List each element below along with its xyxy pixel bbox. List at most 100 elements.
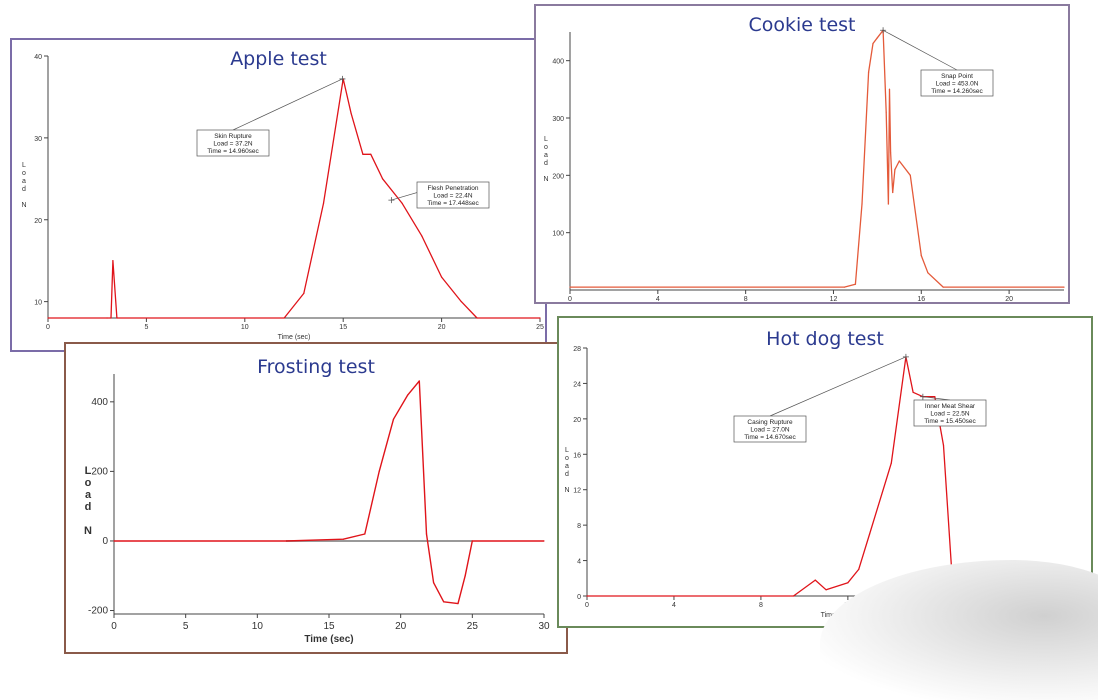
apple-data-point: [441, 276, 443, 278]
cookie-data-point: [569, 286, 571, 288]
hotdog-y-axis-label: Load N: [564, 447, 569, 494]
frosting-data-point: [364, 533, 366, 535]
hotdog-y-tick-label: 28: [573, 346, 581, 353]
frosting-y-label-char: L: [85, 465, 92, 477]
cookie-data-point: [1063, 286, 1065, 288]
frosting-data-point: [543, 540, 545, 542]
apple-data-point: [421, 235, 423, 237]
apple-data-point: [303, 292, 305, 295]
hotdog-y-label-char: L: [565, 447, 569, 454]
apple-y-label-char: o: [22, 170, 26, 177]
apple-test-title: Apple test: [230, 48, 327, 70]
frosting-y-tick-label: 400: [91, 397, 108, 408]
hotdog-annotation-leader: [922, 396, 951, 401]
cookie-data-point: [894, 169, 896, 171]
frosting-data-point: [418, 380, 420, 382]
cookie-data-point: [920, 255, 922, 257]
hotdog-annotation-box: [733, 415, 807, 443]
apple-test-chart: 0 5 10 15 20 25 10 20 30 40 Time (sec) Load N Skin Ru…: [21, 54, 544, 341]
cookie-data-point: [909, 174, 911, 176]
frosting-y-label-char: o: [85, 477, 92, 489]
hotdog-y-tick-label: 8: [577, 523, 581, 530]
apple-data-point: [283, 317, 285, 319]
frosting-data-point: [407, 394, 409, 396]
hotdog-y-tick-label: 12: [573, 488, 581, 495]
cookie-y-tick-label: 400: [552, 59, 564, 66]
frosting-data-point: [342, 538, 344, 540]
hotdog-data-point: [934, 396, 936, 398]
apple-y-label-char: L: [22, 162, 26, 169]
apple-y-tick-label: 20: [34, 218, 42, 225]
cookie-annotation-leader: [882, 29, 958, 71]
apple-test-panel: Apple test 0 5 10 15 20 25 10 20 30 40 Time (sec) L…: [10, 38, 547, 352]
frosting-data-point: [425, 533, 428, 535]
hotdog-x-tick-label: 4: [672, 602, 676, 609]
apple-x-tick-label: 25: [536, 324, 544, 331]
frosting-data-point: [378, 470, 380, 472]
apple-x-tick-label: 10: [241, 324, 249, 331]
cookie-y-tick-label: 100: [552, 231, 564, 238]
apple-annotation-box: [196, 129, 270, 157]
cookie-annotation-text: Time = 14.260sec: [931, 88, 983, 95]
hotdog-annotation-text: Load = 27.0N: [750, 427, 790, 434]
frosting-y-tick-label: -200: [88, 606, 108, 617]
frosting-data-point: [457, 602, 459, 605]
hotdog-data-point: [942, 444, 945, 447]
cookie-y-label-char: o: [544, 144, 548, 151]
cookie-data-point: [888, 88, 891, 90]
apple-y-label-unit: N: [21, 202, 26, 209]
cookie-y-axis-label: Load N: [543, 136, 548, 183]
cookie-x-tick-label: 0: [568, 296, 572, 302]
hotdog-y-tick-label: 20: [573, 417, 581, 424]
apple-data-point: [370, 153, 372, 155]
cookie-y-label-unit: N: [543, 176, 548, 183]
hotdog-test-title: Hot dog test: [766, 328, 884, 350]
cookie-annotation-text: Snap Point: [941, 73, 973, 80]
cookie-x-tick-label: 4: [656, 296, 660, 302]
frosting-data-point: [464, 575, 466, 577]
hotdog-data-point: [858, 568, 860, 571]
hotdog-x-tick-label: 0: [585, 602, 589, 609]
frosting-x-tick-label: 25: [467, 621, 479, 632]
cookie-x-tick-label: 16: [917, 296, 925, 302]
hotdog-data-point: [890, 462, 892, 464]
apple-x-tick-label: 0: [46, 324, 50, 331]
apple-annotation-box: [416, 181, 490, 209]
hotdog-data-point: [847, 582, 849, 584]
hotdog-annotation-text: Inner Meat Shear: [925, 403, 976, 410]
cookie-data-point: [872, 42, 874, 45]
apple-data-point: [47, 317, 49, 319]
hotdog-series-line: [587, 356, 1066, 597]
frosting-y-label-char: a: [85, 489, 92, 501]
cookie-data-point: [876, 37, 878, 39]
hotdog-annotation-marker: [902, 353, 909, 360]
hotdog-y-tick-label: 24: [573, 381, 581, 388]
apple-data-point: [539, 317, 541, 319]
hotdog-y-label-char: d: [565, 471, 569, 478]
cookie-y-label-char: L: [544, 136, 548, 143]
cookie-data-point: [885, 111, 887, 113]
hotdog-annotation-leader: [769, 356, 907, 417]
frosting-x-axis-label: Time (sec): [304, 634, 353, 645]
hotdog-annotation-text: Time = 15.450sec: [924, 418, 976, 425]
frosting-y-tick-label: 200: [91, 466, 108, 477]
cookie-data-point: [867, 71, 870, 73]
frosting-data-point: [285, 540, 287, 542]
cookie-data-point: [861, 203, 863, 205]
cookie-x-tick-label: 12: [830, 296, 838, 302]
apple-data-point: [322, 202, 325, 204]
frosting-test-title: Frosting test: [257, 356, 375, 378]
frosting-y-tick-label: 0: [102, 536, 108, 547]
apple-annotation-text: Flesh Penetration: [428, 185, 479, 192]
cookie-data-point: [887, 203, 889, 205]
apple-data-point: [116, 317, 118, 319]
apple-annotation-text: Skin Rupture: [214, 133, 252, 140]
frosting-x-tick-label: 15: [323, 621, 335, 632]
frosting-x-tick-label: 30: [538, 621, 550, 632]
hotdog-annotation-text: Casing Rupture: [747, 419, 793, 426]
apple-data-point: [350, 112, 352, 114]
apple-annotation-marker: [388, 197, 395, 204]
apple-data-point: [106, 317, 108, 319]
